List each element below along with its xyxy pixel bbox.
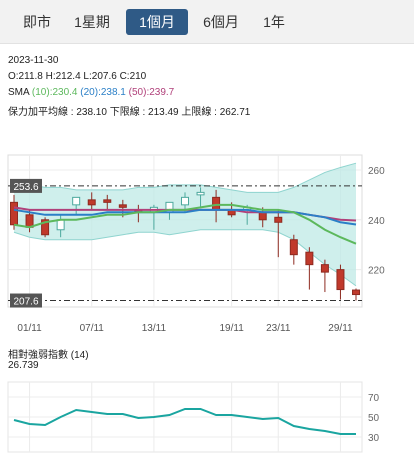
candle-body-4	[72, 196, 81, 206]
candle-body-20	[320, 264, 329, 273]
candle-body-18	[289, 239, 298, 256]
date-x-axis: 01/11 07/11 13/11 19/11 23/11 29/11	[17, 323, 353, 334]
sma-lines	[13, 203, 357, 245]
sma50-value: (50):239.7	[128, 87, 175, 98]
tab-1-year[interactable]: 1年	[263, 14, 285, 30]
date-tick-label-0: 01/11	[17, 323, 42, 334]
rsi-value: 26.739	[8, 360, 39, 371]
tab-1-month[interactable]: 1個月	[126, 9, 188, 35]
rsi-series-line	[13, 408, 356, 435]
date-tick-label-2: 13/11	[142, 323, 167, 334]
tab-1-week[interactable]: 1星期	[74, 14, 110, 30]
rsi-chart: 70 50 30	[7, 381, 380, 453]
candle-body-5	[87, 199, 96, 206]
sma20-value: (20):238.1	[80, 87, 126, 98]
ref-label-bg-1	[10, 293, 42, 308]
candle-body-2	[41, 219, 50, 236]
candle-body-6	[103, 199, 112, 203]
price-reference-lines: 253.6 207.6	[8, 178, 362, 308]
price-y-axis: 260 240 220	[368, 166, 385, 277]
date-tick-label-3: 19/11	[219, 323, 244, 334]
candle-body-12	[196, 191, 205, 196]
ref-label-bg-0	[10, 178, 42, 193]
candle-body-21	[336, 269, 345, 291]
candle-body-19	[305, 251, 314, 266]
rsi-title: 相對強弱指數 (14)	[8, 350, 89, 361]
ref-label-0: 253.6	[13, 182, 38, 193]
rsi-tick-label-2: 30	[368, 433, 380, 444]
price-chart: 253.6 207.6 260 240 220 01/11 07/11 13/11 19/1…	[7, 154, 385, 334]
candle-body-1	[25, 214, 34, 228]
candle-body-16	[258, 211, 267, 221]
tab-realtime[interactable]: 即市	[23, 14, 51, 30]
period-tab-bar: 即市 1星期 1個月 6個月 1年	[0, 0, 414, 44]
candle-body-7	[118, 204, 127, 208]
price-tick-label-1: 240	[368, 216, 385, 227]
bollinger-fill	[14, 163, 356, 286]
date-tick-label-4: 23/11	[266, 323, 291, 334]
candles	[10, 187, 360, 301]
date-tick-label-5: 29/11	[328, 323, 353, 334]
quote-date: 2023-11-30	[8, 55, 59, 66]
bollinger-band	[13, 162, 357, 287]
sma-legend: SMA (10):230.4 (20):238.1 (50):239.7	[8, 87, 174, 98]
sma10-line	[13, 203, 357, 245]
candle-body-22	[352, 289, 360, 296]
rsi-tick-label-1: 50	[368, 413, 380, 424]
rsi-grid	[7, 381, 363, 453]
candle-body-3	[56, 219, 65, 231]
bollinger-upper-line	[14, 162, 357, 193]
bollinger-lower-line	[13, 229, 357, 287]
rsi-tick-label-0: 70	[368, 393, 380, 404]
price-tick-label-0: 260	[368, 166, 385, 177]
candle-body-17	[274, 216, 283, 223]
rsi-y-axis: 70 50 30	[368, 393, 380, 444]
ref-label-1: 207.6	[13, 297, 38, 308]
bollinger-legend: 保力加平均線 : 238.10 下限線 : 213.49 上限線 : 262.7…	[8, 107, 251, 118]
date-tick-label-1: 07/11	[80, 323, 105, 334]
candle-body-0	[10, 201, 18, 226]
candle-body-13	[212, 196, 221, 211]
quote-ohlc: O:211.8 H:212.4 L:207.6 C:210	[8, 71, 147, 82]
candle-body-11	[181, 196, 189, 206]
sma-label: SMA	[8, 87, 30, 98]
rsi-line	[13, 408, 356, 435]
sma20-line	[13, 208, 357, 226]
price-tick-label-2: 220	[368, 266, 385, 277]
tab-6-months[interactable]: 6個月	[203, 14, 239, 30]
sma10-value: (10):230.4	[31, 87, 78, 98]
